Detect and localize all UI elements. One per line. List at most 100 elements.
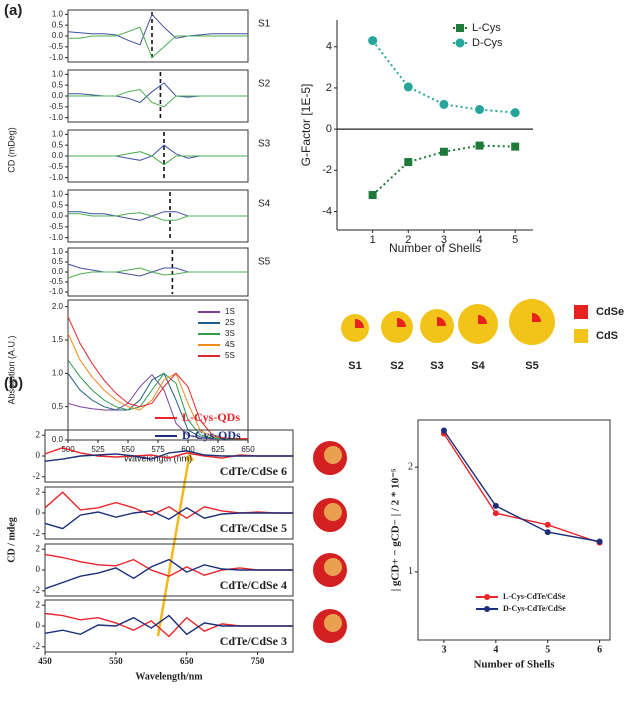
y-tick-label: 2	[326, 82, 332, 94]
marker	[439, 99, 449, 109]
y-tick-label: 2	[408, 461, 413, 472]
y-tick-label: -1.0	[49, 53, 63, 62]
shell-diagram: S1 S2 S3 S4 S5	[341, 299, 555, 372]
y-tick-label: -1.0	[49, 113, 63, 122]
chart: -1.0-0.50.00.51.0 S5	[49, 247, 271, 297]
x-tick-label: 3	[441, 234, 447, 246]
series-line	[67, 316, 248, 440]
shell-label: S5	[525, 360, 538, 372]
legend-marker	[455, 38, 465, 48]
x-tick-label: 5	[512, 234, 518, 246]
y-axis-label: CD (mDeg)	[6, 127, 16, 173]
marker	[403, 82, 413, 92]
y-tick-label: 0.5	[52, 200, 64, 209]
legend-label: L-Cys-QDs	[182, 410, 240, 424]
y-tick-label: -0.5	[49, 277, 63, 286]
y-tick-label: 0.0	[52, 91, 64, 100]
marker	[544, 521, 551, 528]
series-line	[67, 333, 248, 440]
marker	[475, 141, 484, 150]
x-axis-label: Number of Shells	[473, 659, 555, 671]
core	[478, 315, 487, 324]
y-tick-label: -2	[322, 164, 332, 176]
marker	[440, 427, 447, 434]
chart: -1.0 -0.5 0.0 0.5 1.0 CD (mDeg) S1	[6, 9, 270, 172]
y-axis-label: Absorption (A.U.)	[6, 335, 16, 404]
series-line	[68, 82, 248, 104]
y-tick-label: -0.5	[49, 222, 63, 231]
x-tick-label: 650	[180, 656, 194, 666]
y-tick-label: 2	[36, 429, 41, 439]
marker	[544, 529, 551, 536]
marker	[368, 36, 378, 46]
y-tick-label: 0	[36, 507, 41, 517]
panel-label: S4	[258, 199, 271, 210]
y-tick-label: 0	[326, 123, 332, 135]
marker	[596, 538, 603, 545]
chart: -1.0 -0.5 0.0 0.5 1.0 S3	[49, 129, 271, 183]
legend-marker	[484, 606, 490, 612]
shell-label: S1	[348, 360, 361, 372]
qd-core	[324, 446, 342, 464]
y-tick-label: 0.0	[52, 435, 64, 444]
y-tick-label: -1.0	[49, 173, 63, 182]
chart: -1.0 -0.5 0.0 0.5 1.0 S2	[49, 69, 271, 123]
y-tick-label: 1.0	[52, 247, 64, 256]
marker	[439, 147, 448, 156]
core	[437, 317, 446, 326]
marker	[368, 191, 377, 199]
y-tick-label: 1.0	[52, 129, 64, 138]
marker	[510, 108, 520, 118]
y-axis-label: G-Factor [1E-5]	[299, 84, 313, 167]
y-tick-label: 1	[408, 566, 413, 577]
x-axis-label: Number of Shells	[389, 241, 481, 255]
x-axis-label: Wavelength (nm)	[124, 453, 192, 463]
x-tick-label: 4	[476, 234, 482, 246]
series-line	[67, 263, 248, 277]
panel-label: (b)	[4, 375, 23, 392]
marker	[404, 158, 413, 167]
marker	[511, 142, 520, 151]
series-line	[68, 144, 248, 161]
marker	[475, 105, 485, 115]
y-tick-label: 2	[36, 599, 41, 609]
y-tick-label: 1.0	[52, 189, 64, 198]
legend-label: D-Cys-CdTe/CdSe	[503, 604, 566, 613]
chart: -2 0 2 CD / mdeg CdTe/CdSe 6 L-Cys-QDs D-Cys-Q…	[6, 410, 294, 563]
y-tick-label: 2	[36, 486, 41, 496]
x-tick-label: 575	[151, 445, 165, 454]
legend-label: D-Cys-QDs	[182, 428, 241, 442]
y-tick-label: 1.0	[52, 9, 64, 18]
y-tick-label: 4	[326, 41, 332, 53]
y-tick-label: -2	[33, 641, 41, 651]
series-line	[68, 151, 248, 166]
marker	[492, 510, 499, 517]
x-tick-label: 2	[405, 234, 411, 246]
y-tick-label: -0.5	[49, 162, 63, 171]
panel-label: CdTe/CdSe 6	[220, 464, 287, 478]
series-line	[68, 26, 248, 59]
series-line	[67, 359, 248, 440]
x-tick-label: 1	[370, 234, 376, 246]
panel-label: S2	[258, 79, 271, 90]
legend-label: L-Cys	[472, 22, 501, 34]
x-tick-label: 600	[181, 445, 195, 454]
series-line	[68, 212, 248, 221]
core	[532, 313, 541, 322]
x-tick-label: 625	[211, 445, 225, 454]
y-tick-label: -2	[33, 528, 41, 538]
y-tick-label: 0.5	[52, 402, 64, 411]
panel-label: CdTe/CdSe 3	[220, 634, 287, 648]
series-line	[68, 88, 248, 108]
x-tick-label: 550	[109, 656, 123, 666]
series-line	[44, 506, 293, 530]
panel-label: (a)	[4, 2, 22, 19]
qd-spheres	[313, 441, 347, 643]
chart: -2 0 2 450 550 650 750 Wavelength/nm CdTe/CdSe 3	[33, 599, 294, 682]
shell-label: S3	[430, 360, 443, 372]
chart: -2 0 2 CdTe/CdSe 5	[33, 486, 294, 540]
y-tick-label: -4	[322, 205, 332, 217]
legend-label: 5S	[225, 351, 235, 360]
series-line	[44, 558, 293, 590]
